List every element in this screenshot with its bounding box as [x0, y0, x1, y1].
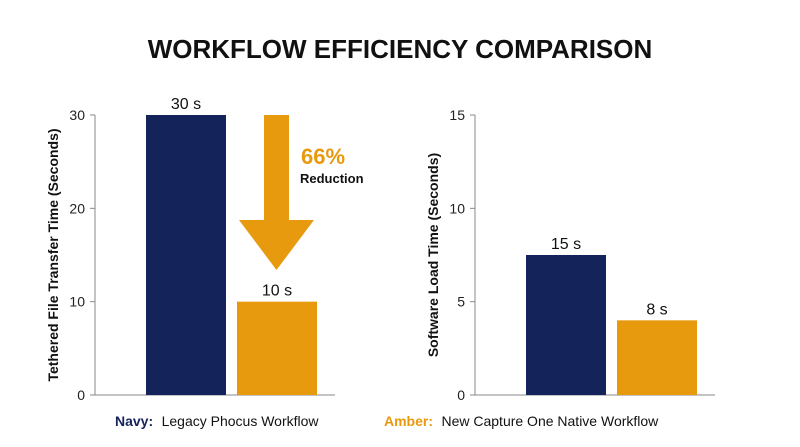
bar-data-label: 8 s [646, 301, 667, 318]
reduction-annotation: 66% Reduction [239, 115, 364, 270]
bar [617, 320, 697, 395]
load-time-chart: 0 5 10 15 Software Load Time (Seconds) 15 s 8 … [425, 107, 715, 403]
transfer-time-chart: 0 10 20 30 Tethered File Transfer Time (Seco… [45, 96, 335, 403]
reduction-label: Reduction [300, 171, 364, 186]
y-tick-label: 20 [69, 200, 85, 216]
down-arrow-icon [239, 115, 314, 270]
y-tick-label: 15 [449, 107, 465, 123]
bar-data-label: 15 s [551, 236, 581, 253]
bar [146, 115, 226, 395]
y-axis-label: Tethered File Transfer Time (Seconds) [45, 128, 61, 381]
legend-label-amber: New Capture One Native Workflow [441, 413, 659, 429]
legend-item-amber: Amber: New Capture One Native Workflow [384, 413, 659, 430]
bar [237, 301, 317, 395]
y-tick-label: 10 [69, 294, 85, 310]
y-axis-label: Software Load Time (Seconds) [425, 153, 441, 357]
y-tick-label: 10 [449, 200, 465, 216]
chart-title: WORKFLOW EFFICIENCY COMPARISON [148, 34, 653, 64]
legend: Navy: Legacy Phocus Workflow Amber: New … [115, 413, 659, 430]
reduction-percent: 66% [301, 144, 345, 169]
legend-item-navy: Navy: Legacy Phocus Workflow [115, 413, 319, 430]
legend-key-navy: Navy: [115, 413, 153, 429]
bar-data-label: 30 s [171, 96, 201, 113]
bar-data-label: 10 s [262, 283, 292, 300]
y-tick-label: 5 [457, 294, 465, 310]
y-tick-label: 0 [77, 387, 85, 403]
bar [526, 255, 606, 395]
legend-key-amber: Amber: [384, 413, 433, 429]
y-tick-label: 30 [69, 107, 85, 123]
y-tick-label: 0 [457, 387, 465, 403]
legend-label-navy: Legacy Phocus Workflow [162, 413, 320, 429]
